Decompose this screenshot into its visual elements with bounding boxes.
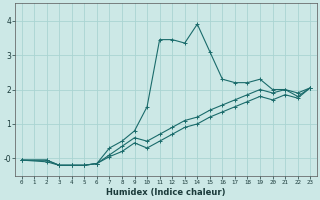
X-axis label: Humidex (Indice chaleur): Humidex (Indice chaleur) (106, 188, 226, 197)
